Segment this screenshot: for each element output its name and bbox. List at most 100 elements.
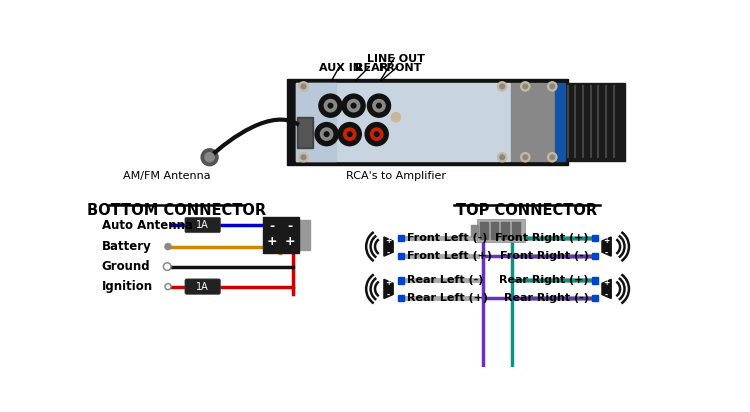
Bar — [490, 222, 498, 239]
Text: TOP CONNECTOR: TOP CONNECTOR — [456, 204, 598, 218]
Circle shape — [392, 112, 400, 122]
Circle shape — [338, 123, 362, 146]
Bar — [554, 82, 566, 161]
Circle shape — [324, 99, 337, 112]
Circle shape — [351, 103, 356, 108]
Text: +: + — [386, 278, 392, 287]
Circle shape — [165, 264, 170, 269]
Text: REAR: REAR — [355, 63, 388, 73]
Text: Rear Right (-): Rear Right (-) — [503, 293, 589, 303]
Text: RCA's to Amplifier: RCA's to Amplifier — [346, 171, 446, 181]
Bar — [299, 220, 310, 250]
Circle shape — [205, 152, 214, 162]
Bar — [398, 253, 404, 259]
Bar — [297, 117, 313, 148]
Text: FRONT: FRONT — [379, 63, 421, 73]
Bar — [512, 222, 520, 239]
Circle shape — [523, 155, 527, 159]
Text: +: + — [284, 235, 295, 248]
FancyBboxPatch shape — [185, 279, 220, 294]
Circle shape — [165, 243, 171, 250]
Text: 1A: 1A — [196, 220, 209, 230]
Text: BOTTOM CONNECTOR: BOTTOM CONNECTOR — [87, 204, 266, 218]
Bar — [398, 295, 404, 301]
Circle shape — [500, 155, 505, 159]
Bar — [296, 82, 336, 161]
Text: Front Left (+): Front Left (+) — [407, 251, 493, 261]
Text: +: + — [604, 236, 610, 245]
Text: Front Right (-): Front Right (-) — [500, 251, 589, 261]
Bar — [263, 217, 299, 253]
Circle shape — [497, 82, 507, 91]
Circle shape — [344, 128, 356, 140]
Text: Battery: Battery — [102, 240, 152, 253]
Circle shape — [347, 132, 352, 136]
Text: Rear Right (+): Rear Right (+) — [499, 276, 589, 286]
FancyBboxPatch shape — [185, 217, 220, 233]
Circle shape — [370, 128, 382, 140]
Text: Rear Left (-): Rear Left (-) — [407, 276, 484, 286]
Circle shape — [548, 82, 556, 91]
Text: -: - — [387, 248, 390, 258]
Circle shape — [201, 149, 218, 166]
Text: +: + — [604, 278, 610, 287]
Circle shape — [500, 84, 505, 89]
Circle shape — [365, 123, 388, 146]
Text: -: - — [269, 220, 274, 233]
Bar — [592, 235, 598, 241]
Text: -: - — [605, 248, 608, 258]
Polygon shape — [384, 237, 393, 256]
Bar — [398, 277, 404, 283]
Circle shape — [302, 84, 306, 89]
Bar — [398, 235, 404, 241]
Bar — [512, 82, 554, 161]
Circle shape — [328, 103, 333, 108]
Text: AM/FM Antenna: AM/FM Antenna — [123, 171, 210, 181]
Bar — [299, 119, 311, 146]
Circle shape — [550, 84, 554, 89]
Circle shape — [164, 263, 171, 270]
Polygon shape — [602, 237, 611, 256]
Polygon shape — [384, 279, 393, 299]
Circle shape — [497, 152, 507, 162]
Text: -: - — [387, 291, 390, 300]
Bar — [296, 82, 510, 161]
Circle shape — [299, 152, 308, 162]
Bar — [592, 277, 598, 283]
Circle shape — [520, 152, 530, 162]
Text: -: - — [287, 220, 292, 233]
Text: -: - — [605, 291, 608, 300]
Text: Front Left (-): Front Left (-) — [407, 233, 488, 243]
Circle shape — [550, 155, 554, 159]
Text: Auto Antenna: Auto Antenna — [102, 218, 193, 232]
Bar — [556, 82, 626, 161]
Circle shape — [373, 99, 386, 112]
Circle shape — [347, 99, 360, 112]
Bar — [592, 253, 598, 259]
Circle shape — [299, 82, 308, 91]
Polygon shape — [602, 279, 611, 299]
Circle shape — [319, 94, 342, 117]
Bar — [286, 79, 568, 165]
Bar — [477, 219, 524, 242]
Bar — [502, 222, 509, 239]
Text: +: + — [386, 236, 392, 245]
Bar — [470, 225, 478, 236]
Text: Front Right (+): Front Right (+) — [495, 233, 589, 243]
Circle shape — [520, 82, 530, 91]
Circle shape — [315, 123, 338, 146]
Text: LINE OUT: LINE OUT — [367, 54, 424, 64]
Circle shape — [368, 94, 391, 117]
Circle shape — [165, 283, 171, 290]
Text: 1A: 1A — [196, 281, 209, 292]
Circle shape — [166, 285, 170, 288]
Circle shape — [324, 132, 329, 136]
Circle shape — [374, 132, 379, 136]
Circle shape — [376, 103, 381, 108]
Circle shape — [523, 84, 527, 89]
Text: Ignition: Ignition — [102, 280, 153, 293]
Circle shape — [302, 155, 306, 159]
Circle shape — [548, 152, 556, 162]
Text: Rear Left (+): Rear Left (+) — [407, 293, 488, 303]
Bar — [592, 295, 598, 301]
